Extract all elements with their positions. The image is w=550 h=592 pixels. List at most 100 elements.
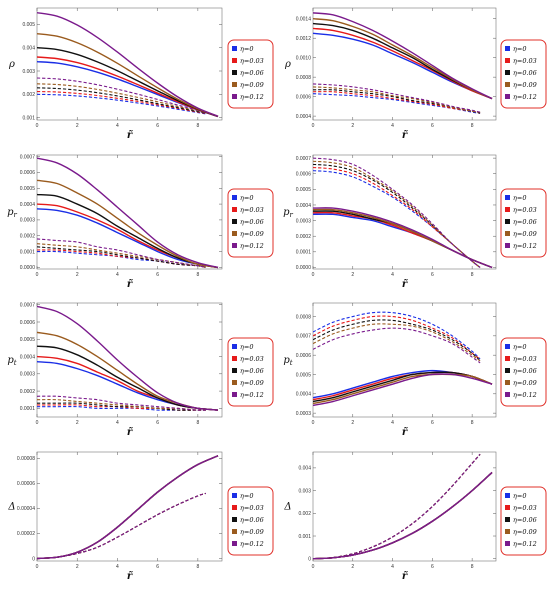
y-axis-label: ρ (8, 59, 15, 70)
series-group (37, 157, 219, 269)
x-axis-label: r̃ (127, 279, 133, 290)
x-tick-label: 2 (76, 564, 79, 570)
legend-label: η=0.03 (240, 57, 264, 65)
legend-swatch (505, 517, 510, 522)
legend-label: η=0.03 (513, 57, 537, 65)
x-tick-label: 2 (351, 564, 354, 570)
legend-label: η=0.06 (513, 516, 537, 524)
y-tick-label: 0.0014 (296, 17, 312, 23)
legend-swatch (232, 368, 237, 373)
y-tick-label: 0.004 (22, 45, 35, 51)
x-tick-label: 0 (312, 420, 315, 426)
legend-swatch (232, 392, 237, 397)
y-axis-label: pr (7, 207, 17, 219)
legend-label: η=0.06 (513, 367, 537, 375)
y-tick-label: 0.0004 (296, 114, 312, 120)
x-tick-label: 0 (312, 272, 315, 278)
x-tick-label: 4 (391, 564, 394, 570)
x-axis-label: r̃ (127, 427, 133, 438)
y-tick-label: 0.0005 (20, 337, 36, 343)
x-axis-label: r̃ (402, 279, 408, 290)
legend-box (227, 337, 274, 407)
chart-panel-4: 0 2 4 6 8 0.0000 0.0001 0.0002 0.0003 0.0004 0.000… (283, 154, 547, 290)
legend-box (500, 39, 547, 109)
series-group (313, 311, 493, 407)
y-tick-label: 0.0005 (296, 372, 312, 378)
legend-label: η=0 (513, 194, 526, 202)
y-tick-label: 0.0006 (20, 170, 36, 176)
chart-panel-7: 0 2 4 6 8 0 0.00002 0.00004 0.00006 0.00008 r̃ Δη=0… (7, 451, 274, 582)
legend-label: η=0.09 (240, 379, 264, 387)
series-line-dashed-0 (37, 93, 207, 115)
plot-frame (312, 451, 497, 562)
y-tick-label: 0.0008 (296, 314, 312, 320)
x-tick-label: 0 (36, 123, 39, 129)
x-tick-label: 6 (431, 564, 434, 570)
series-line-solid-3 (37, 32, 219, 117)
y-tick-label: 0.005 (22, 22, 35, 28)
x-tick-label: 4 (116, 123, 119, 129)
legend-swatch (232, 82, 237, 87)
x-tick-label: 8 (471, 564, 474, 570)
series-line-solid-4 (313, 471, 493, 560)
y-tick-label: 0.0005 (296, 187, 312, 193)
y-axis-label: pt (7, 355, 16, 367)
x-tick-label: 6 (431, 420, 434, 426)
x-tick-label: 8 (471, 123, 474, 129)
series-line-solid-1 (313, 27, 493, 100)
legend-swatch (232, 94, 237, 99)
x-tick-label: 6 (156, 123, 159, 129)
y-tick-label: 0.0007 (20, 303, 36, 309)
series-group (37, 455, 219, 560)
legend-swatch (505, 219, 510, 224)
legend-label: η=0.12 (513, 93, 537, 101)
series-group (313, 157, 493, 269)
legend-box (500, 188, 547, 258)
plot-frame (36, 7, 223, 121)
legend-label: η=0.09 (513, 81, 537, 89)
y-tick-label: 0.0004 (20, 354, 36, 360)
legend-swatch (232, 380, 237, 385)
legend-box (500, 486, 547, 556)
x-tick-label: 8 (471, 272, 474, 278)
legend: η=0 η=0.03 η=0.06 η=0.09 η=0.12 (500, 337, 547, 407)
legend-label: η=0.12 (513, 242, 537, 250)
x-axis-label: r̃ (402, 427, 408, 438)
legend-swatch (232, 517, 237, 522)
series-group (37, 11, 219, 118)
x-axis-label: r̃ (402, 571, 408, 582)
legend-swatch (505, 529, 510, 534)
series-line-dashed-2 (37, 246, 207, 268)
series-line-dashed-3 (313, 160, 481, 268)
x-tick-label: 0 (36, 564, 39, 570)
legend-label: η=0 (513, 45, 526, 53)
series-line-dashed-4 (37, 395, 206, 411)
series-line-solid-4 (37, 455, 219, 560)
series-line-dashed-4 (313, 327, 481, 364)
series-line-dashed-4 (37, 238, 207, 268)
x-tick-label: 4 (391, 420, 394, 426)
y-tick-label: 0.003 (22, 69, 35, 75)
series-group (313, 12, 493, 114)
series-line-dashed-3 (313, 86, 481, 113)
legend-label: η=0 (240, 194, 253, 202)
x-tick-label: 4 (116, 564, 119, 570)
x-tick-label: 4 (391, 272, 394, 278)
x-tick-label: 0 (36, 272, 39, 278)
y-tick-label: 0.0000 (296, 265, 312, 271)
series-line-dashed-4 (313, 83, 481, 113)
series-line-solid-3 (313, 18, 493, 100)
chart-panel-8: 0 2 4 6 800.0010.0020.0030.004r̃Δη=0η=0.03η=… (283, 451, 547, 582)
y-tick-label: 0.0007 (20, 154, 36, 160)
y-tick-label: 0.0001 (296, 250, 312, 256)
y-tick-label: 0.0000 (20, 265, 36, 271)
legend-label: η=0.12 (240, 391, 264, 399)
y-axis-label: pt (283, 355, 292, 367)
legend-box (227, 39, 274, 109)
legend-label: η=0 (240, 343, 253, 351)
y-tick-label: 0.0003 (296, 411, 312, 417)
legend-label: η=0.06 (240, 69, 264, 77)
legend-swatch (232, 505, 237, 510)
legend: η=0 η=0.03 η=0.06 η=0.09 η=0.12 (500, 486, 547, 556)
